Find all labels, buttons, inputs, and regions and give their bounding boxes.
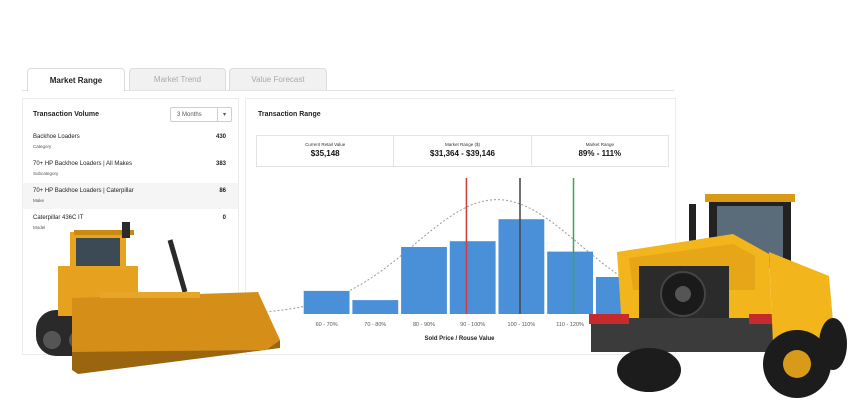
list-item[interactable]: Backhoe Loaders Category 430 — [23, 129, 238, 155]
list-item-name: Backhoe Loaders — [33, 134, 80, 140]
tab-value-forecast[interactable]: Value Forecast — [229, 68, 327, 90]
market-range-histogram: 0%60 - 70%70 - 80%80 - 90%90 - 100%100 -… — [247, 178, 674, 328]
list-item-name: 70+ HP Backhoe Loaders | All Makes — [33, 161, 133, 167]
stat-label: Current Retail Value — [305, 142, 346, 147]
chevron-down-icon[interactable]: ▾ — [217, 108, 231, 121]
list-item[interactable]: 70+ HP Backhoe Loaders | All Makes Subca… — [23, 156, 238, 182]
period-select-value: 3 Months — [177, 111, 202, 118]
stat-label: Market Range ($) — [444, 142, 480, 147]
x-tick-label: 80 - 90% — [413, 322, 435, 328]
histogram-bar — [547, 251, 593, 314]
list-item-sub: Make — [33, 198, 45, 203]
stat-value: 89% - 111% — [578, 149, 622, 158]
stat-value: $31,364 - $39,146 — [430, 149, 495, 158]
transaction-volume-title: Transaction Volume — [33, 111, 99, 118]
x-tick-label: 110 - 120% — [556, 322, 584, 328]
stat-value: $35,148 — [310, 149, 340, 158]
stat-label: Market Range — [585, 142, 614, 147]
stat-market-range-percent: Market Range 89% - 111% — [532, 136, 668, 166]
histogram-bar — [449, 241, 496, 314]
period-select[interactable]: 3 Months ▾ — [170, 107, 232, 122]
list-item-sub: Subcategory — [33, 171, 59, 176]
list-item-name: 70+ HP Backhoe Loaders | Caterpillar — [33, 188, 134, 194]
stats-bar: Current Retail Value $35,148 Market Rang… — [256, 135, 669, 167]
x-tick-label: 60 - 70% — [316, 322, 338, 328]
x-tick-label: 100 - 110% — [508, 322, 536, 328]
tab-market-trend[interactable]: Market Trend — [129, 68, 226, 90]
list-item[interactable]: 70+ HP Backhoe Loaders | Caterpillar Mak… — [23, 183, 238, 209]
x-tick-label: 70 - 80% — [364, 322, 386, 328]
x-axis-title: Sold Price / Rouse Value — [424, 336, 495, 342]
stat-current-retail-value: Current Retail Value $35,148 — [257, 136, 395, 166]
bulldozer-image — [36, 222, 280, 374]
histogram-bar — [498, 219, 545, 314]
list-item-count: 86 — [219, 188, 226, 194]
histogram-bar — [352, 300, 399, 314]
list-item[interactable]: Caterpillar 436C IT Model 0 — [23, 210, 238, 236]
transaction-range-title: Transaction Range — [258, 111, 321, 118]
list-item-name: Caterpillar 436C IT — [33, 215, 84, 221]
list-item-sub: Model — [33, 225, 46, 230]
list-item-sub: Category — [33, 144, 52, 149]
list-item-count: 430 — [215, 134, 226, 140]
tab-bar: Market Range Market Trend Value Forecast — [22, 68, 674, 91]
backhoe-loader-image — [589, 194, 847, 398]
list-item-count: 383 — [215, 161, 226, 167]
tab-market-range[interactable]: Market Range — [27, 68, 125, 91]
list-item-count: 0 — [222, 215, 226, 221]
histogram-bar — [303, 290, 350, 314]
histogram-bar — [401, 247, 447, 314]
x-tick-label: 90 - 100% — [460, 322, 485, 328]
stat-market-range-dollars: Market Range ($) $31,364 - $39,146 — [394, 136, 532, 166]
